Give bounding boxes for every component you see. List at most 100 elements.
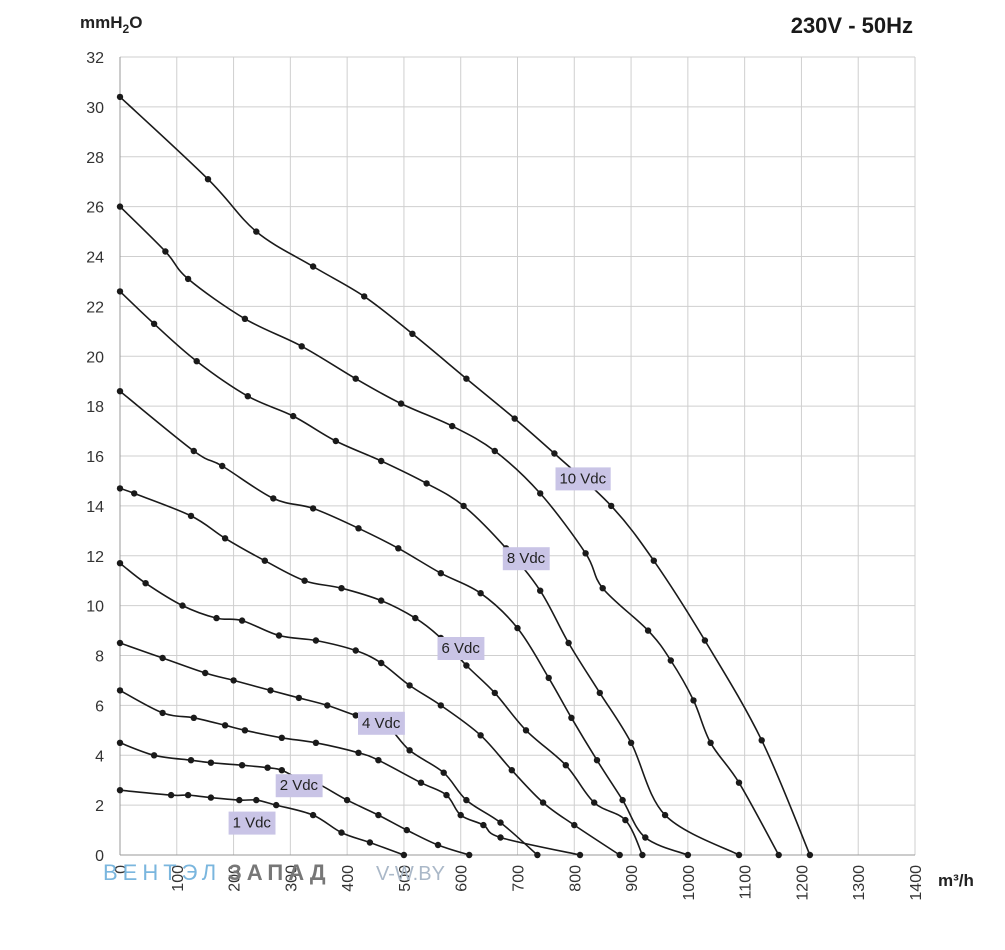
data-point	[219, 462, 226, 470]
data-point	[511, 415, 518, 422]
data-point	[187, 512, 195, 520]
curve-label-text: 8 Vdc	[507, 550, 546, 567]
data-point	[355, 749, 362, 756]
y-tick-label: 4	[95, 748, 104, 765]
x-tick-label: 500	[397, 865, 414, 892]
data-point	[184, 275, 192, 283]
data-point	[116, 739, 124, 746]
data-point	[463, 375, 470, 382]
data-point	[309, 505, 317, 512]
y-tick-label: 14	[86, 499, 104, 516]
data-point	[537, 587, 544, 594]
data-point	[352, 647, 359, 654]
data-point	[463, 796, 470, 804]
watermark-brand-part1: ВЕНТЭЛ	[103, 860, 221, 885]
data-point	[443, 791, 450, 799]
data-point	[460, 502, 467, 510]
data-point	[207, 794, 215, 801]
curve-line	[119, 742, 470, 856]
data-point	[116, 560, 124, 567]
data-point	[131, 490, 138, 497]
x-axis-label: m³/h	[938, 871, 974, 890]
data-point	[167, 791, 175, 799]
data-point	[412, 614, 419, 622]
data-point	[238, 762, 246, 769]
data-point	[116, 787, 124, 794]
data-point	[184, 791, 192, 799]
data-point	[309, 263, 317, 270]
data-point	[324, 702, 331, 709]
data-point	[378, 597, 385, 604]
data-point	[397, 400, 405, 407]
y-tick-label: 28	[86, 150, 104, 167]
curve-line	[119, 206, 780, 856]
x-tick-label: 1000	[681, 865, 698, 901]
data-point	[116, 203, 124, 210]
data-point	[440, 769, 447, 776]
curve-line	[119, 96, 811, 856]
data-point	[514, 624, 521, 632]
series-4-vdc	[116, 388, 692, 859]
data-point	[644, 627, 652, 634]
data-point	[406, 682, 413, 689]
y-axis-label: mmH2O	[80, 13, 142, 36]
data-point	[352, 375, 359, 382]
data-point	[221, 722, 229, 729]
data-point	[253, 228, 260, 235]
data-point	[116, 687, 124, 694]
curve-label-text: 6 Vdc	[442, 640, 481, 657]
curve-line	[119, 390, 689, 856]
data-point	[290, 412, 297, 420]
y-tick-label: 10	[86, 599, 104, 616]
data-point	[352, 712, 359, 719]
data-point	[162, 248, 169, 255]
data-point	[298, 343, 305, 350]
data-point	[332, 437, 339, 445]
data-point	[343, 796, 351, 804]
data-point	[477, 732, 484, 739]
data-point	[539, 799, 547, 806]
data-point	[295, 694, 303, 702]
data-point	[596, 689, 603, 697]
data-point	[480, 821, 487, 829]
data-point	[116, 388, 124, 395]
series-10-vdc	[116, 93, 814, 859]
data-point	[142, 580, 149, 587]
data-point	[241, 727, 249, 734]
y-tick-label: 8	[95, 649, 104, 666]
data-point	[497, 834, 504, 841]
data-point	[565, 639, 572, 647]
y-tick-label: 16	[86, 449, 104, 466]
curve-label-text: 10 Vdc	[559, 470, 606, 487]
data-point	[409, 330, 416, 337]
y-tick-label: 6	[95, 698, 104, 715]
data-point	[437, 570, 444, 577]
data-point	[537, 490, 544, 497]
data-point	[150, 752, 158, 759]
x-tick-label: 1300	[851, 865, 868, 901]
series-2-vdc	[116, 485, 646, 859]
watermark-brand-part2: ЗАПАД	[228, 860, 331, 885]
series-unlabeled-9	[116, 787, 408, 859]
data-point	[159, 654, 166, 662]
data-point	[661, 811, 669, 819]
data-point	[202, 669, 209, 677]
y-tick-label: 32	[86, 50, 104, 67]
data-point	[551, 450, 558, 457]
data-point	[642, 834, 649, 841]
data-point	[534, 851, 541, 859]
curve-label-background	[228, 811, 276, 835]
data-point	[622, 816, 629, 824]
data-point	[338, 829, 345, 836]
curve-label-background	[275, 774, 323, 798]
grid	[119, 56, 916, 856]
data-point	[275, 632, 283, 639]
data-point	[278, 734, 285, 741]
x-tick-label: 900	[624, 865, 641, 892]
data-point	[267, 687, 274, 694]
data-point	[466, 851, 473, 859]
curve-label-text: 1 Vdc	[233, 815, 272, 832]
data-point	[207, 759, 215, 766]
y-tick-label: 2	[95, 798, 104, 815]
